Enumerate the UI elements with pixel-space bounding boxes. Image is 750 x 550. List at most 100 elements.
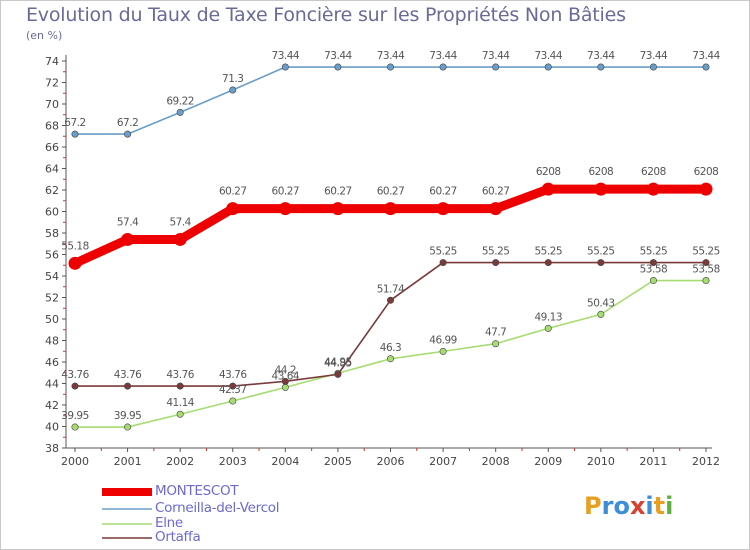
data-point (492, 259, 500, 267)
logo-letter: o (613, 492, 630, 520)
data-point (176, 382, 184, 390)
data-label: 73.44 (377, 50, 405, 62)
x-tick-label: 2011 (639, 455, 667, 468)
y-tick-label: 54 (45, 270, 59, 283)
data-label: 73.44 (429, 50, 457, 62)
logo-letter: i (645, 492, 654, 520)
data-label: 43.76 (219, 369, 247, 381)
y-tick-label: 74 (45, 55, 59, 68)
data-point (597, 63, 605, 71)
data-label: 55.25 (640, 246, 668, 258)
data-label: 73.44 (587, 50, 615, 62)
y-tick-label: 44 (45, 378, 59, 391)
data-point (226, 202, 240, 216)
proxiti-logo: Proxiti (584, 492, 673, 520)
data-point (489, 202, 503, 216)
data-label: 71.3 (222, 73, 243, 85)
data-point (386, 355, 394, 363)
y-tick-label: 66 (45, 141, 59, 154)
logo-letter: i (665, 492, 674, 520)
legend-label: Corneilla-del-Vercol (155, 500, 280, 516)
legend-label: Elne (155, 515, 183, 531)
x-tick-label: 2002 (166, 455, 194, 468)
data-point (544, 259, 552, 267)
data-label: 60.27 (482, 186, 510, 198)
y-tick-label: 48 (45, 335, 59, 348)
data-point (544, 324, 552, 332)
y-tick-label: 50 (45, 313, 59, 326)
y-tick-label: 68 (45, 120, 59, 133)
data-point (176, 410, 184, 418)
data-point (439, 63, 447, 71)
x-tick-label: 2000 (61, 455, 89, 468)
data-label: 39.95 (61, 410, 89, 422)
data-label: 43.76 (166, 369, 194, 381)
y-tick-label: 62 (45, 184, 59, 197)
logo-letter: x (629, 492, 646, 520)
data-label: 55.25 (429, 246, 457, 258)
chart-title: Evolution du Taux de Taxe Foncière sur l… (26, 4, 626, 26)
x-tick-label: 2012 (692, 455, 720, 468)
data-point (541, 182, 555, 196)
data-label: 55.25 (482, 246, 510, 258)
data-label: 6208 (536, 166, 561, 178)
x-tick-label: 2005 (324, 455, 352, 468)
data-label: 49.13 (534, 311, 562, 323)
data-point (594, 182, 608, 196)
data-label: 55.25 (534, 246, 562, 258)
data-label: 44.95 (324, 356, 352, 368)
x-tick-label: 2008 (482, 455, 510, 468)
data-label: 73.44 (640, 50, 668, 62)
data-point (646, 182, 660, 196)
logo-letter: r (601, 492, 614, 520)
data-point (699, 182, 713, 196)
logo-letter: P (584, 492, 602, 520)
data-label: 60.27 (377, 186, 405, 198)
data-point (702, 63, 710, 71)
data-label: 53.58 (640, 264, 668, 276)
y-tick-label: 40 (45, 421, 59, 434)
data-point (649, 259, 657, 267)
data-point (439, 259, 447, 267)
x-tick-label: 2010 (587, 455, 615, 468)
data-point (386, 63, 394, 71)
data-label: 67.2 (117, 117, 138, 129)
data-label: 43.76 (114, 369, 142, 381)
x-tick-label: 2007 (429, 455, 457, 468)
data-point (229, 382, 237, 390)
data-label: 73.44 (272, 50, 300, 62)
data-point (71, 423, 79, 431)
data-label: 55.25 (692, 246, 720, 258)
data-label: 73.44 (482, 50, 510, 62)
y-tick-label: 46 (45, 356, 59, 369)
data-label: 44.2 (275, 364, 296, 376)
data-label: 69.22 (166, 95, 194, 107)
data-label: 60.27 (324, 186, 352, 198)
data-label: 55.25 (587, 246, 615, 258)
data-label: 57.4 (169, 216, 191, 228)
data-point (386, 296, 394, 304)
legend-label: MONTESCOT (155, 483, 239, 499)
data-point (229, 397, 237, 405)
data-label: 57.4 (117, 216, 139, 228)
series-line-ortaffa (74, 261, 707, 387)
x-tick-label: 2003 (219, 455, 247, 468)
data-label: 73.44 (324, 50, 352, 62)
data-label: 55.18 (61, 240, 89, 252)
legend-label: Ortaffa (155, 529, 201, 545)
data-label: 51.74 (377, 283, 405, 295)
data-point (71, 130, 79, 138)
y-tick-label: 38 (45, 442, 59, 455)
data-point (176, 108, 184, 116)
y-tick-label: 58 (45, 227, 59, 240)
data-label: 73.44 (534, 50, 562, 62)
data-label: 60.27 (219, 186, 247, 198)
data-label: 6208 (641, 166, 666, 178)
data-point (597, 259, 605, 267)
y-tick-label: 52 (45, 292, 59, 305)
x-tick-label: 2001 (114, 455, 142, 468)
data-label: 41.14 (166, 397, 194, 409)
data-label: 46.3 (380, 342, 401, 354)
